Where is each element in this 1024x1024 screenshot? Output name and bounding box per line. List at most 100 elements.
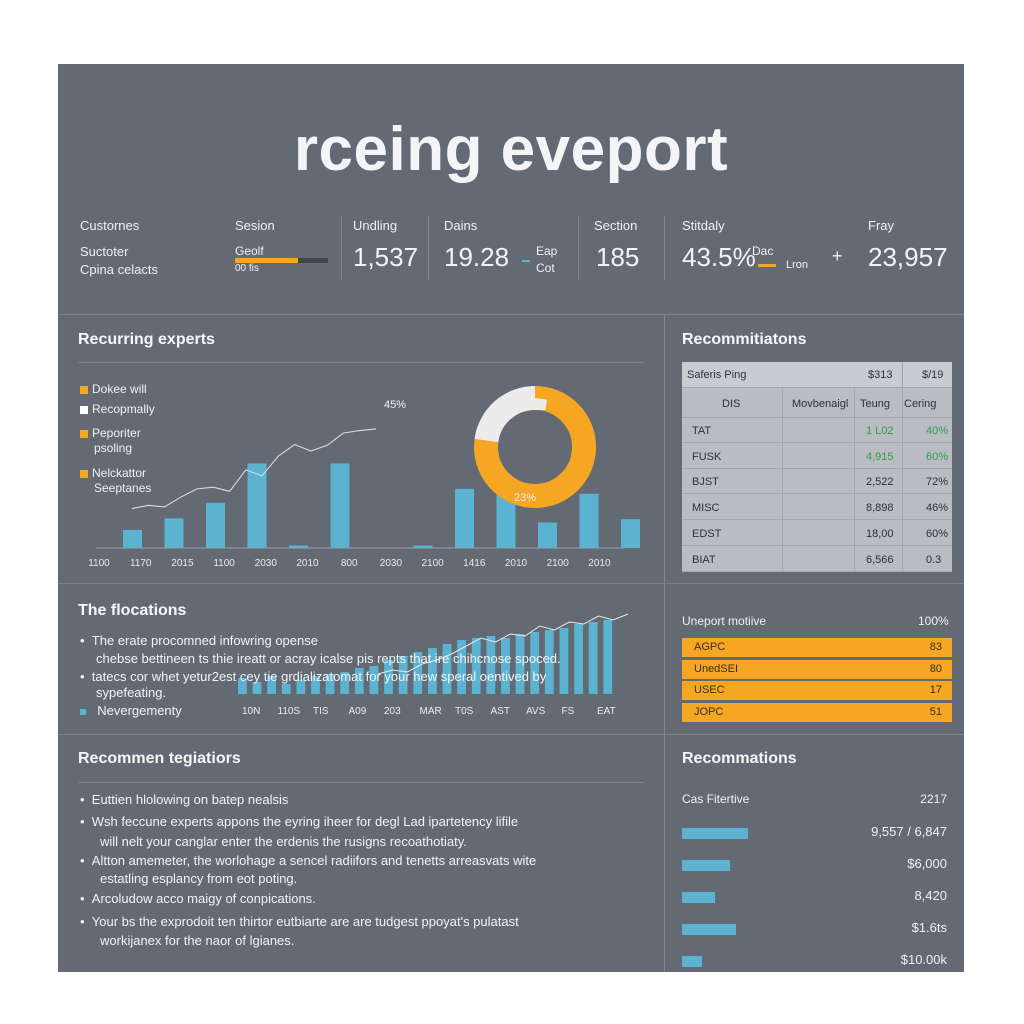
bar (330, 463, 350, 548)
divider (58, 314, 964, 315)
bar (530, 632, 540, 694)
bar (289, 545, 308, 548)
col-header: Cering (904, 398, 937, 410)
divider (341, 216, 342, 280)
bullet-text: Arcoludow acco maigy of conpications. (91, 891, 316, 906)
table-row: EDST 18,00 60% (682, 521, 952, 546)
bar (501, 638, 510, 694)
x-tick-label: TIS (313, 706, 329, 717)
bullet-dot: • (80, 814, 92, 829)
bullet-text: will nelt your canglar enter the erdenis… (100, 834, 467, 849)
x-tick-label: MAR (420, 706, 442, 717)
table-head-v1: $313 (868, 369, 893, 381)
divider (428, 216, 429, 280)
x-tick-label: FS (562, 706, 575, 717)
divider (664, 314, 665, 972)
bar (579, 493, 599, 548)
x-tick-label: 800 (341, 558, 358, 569)
legend-label: Recopmally (92, 402, 155, 416)
legend-label: Nelckattor (92, 466, 147, 480)
legend-swatch (80, 708, 86, 715)
x-tick-label: 1170 (130, 558, 152, 569)
session-progress-fill (235, 258, 299, 263)
row-value: 1 L02 (866, 425, 894, 437)
bar (428, 648, 437, 694)
flocations-bullet-1: • The erate procomned infowring opense (80, 633, 318, 648)
bar (206, 502, 225, 548)
recurring-title: Recurring experts (78, 331, 215, 348)
table-head-name: Saferis Ping (687, 369, 747, 381)
bar (588, 622, 598, 694)
bar (354, 668, 364, 694)
table-row: MISC 8,898 46% (682, 495, 952, 521)
legend-swatch (80, 405, 88, 414)
bar (496, 493, 516, 548)
recommitiatons-table: Saferis Ping $313 $/19 DIS Movbenaigl Te… (682, 362, 952, 572)
customers-sub1: Suctoter (80, 244, 129, 259)
recommations-bar (682, 860, 731, 871)
trend-line (131, 428, 377, 510)
dains-sub1: Eap (536, 244, 558, 258)
bar (538, 522, 557, 548)
row-pct: 60% (926, 450, 949, 463)
recommations-head-label: Cas Fitertive (682, 792, 750, 806)
flocations-chart: 10N 110S TIS A09 203 MAR T0S AST AVS FS EAT (238, 613, 629, 717)
col-header: Movbenaigl (792, 398, 849, 410)
col-divider (902, 362, 903, 572)
legend-item: Dokee will (80, 382, 147, 397)
bar (442, 644, 452, 694)
col-header: Teung (860, 398, 890, 410)
table-row: TAT 1 L02 40% (682, 418, 952, 443)
recommations-value: 9,557 / 6,847 (871, 824, 947, 839)
row-value: 4,915 (866, 450, 894, 463)
customers-label: Custornes (80, 218, 140, 233)
row-name: BJST (692, 476, 719, 489)
dains-sub2: Cot (536, 261, 555, 275)
legend-swatch (80, 385, 88, 394)
x-tick-label: 110S (278, 706, 301, 717)
legend-swatch (80, 469, 88, 478)
row-value: 2,522 (866, 476, 894, 489)
row-name: EDST (692, 527, 722, 540)
stidaly-value: 43.5% (682, 242, 756, 272)
row-value: 8,898 (866, 502, 894, 515)
row-value: 6,566 (866, 553, 894, 566)
support-row: AGPC 83 (682, 638, 952, 657)
x-tick-label: EAT (597, 706, 616, 717)
legend-item: Peporiter psoling (80, 426, 141, 456)
support-name: AGPC (694, 641, 726, 653)
bar (515, 634, 525, 694)
dains-marker (522, 260, 530, 262)
legend-label-cont: Seeptanes (94, 481, 152, 495)
x-tick-label: 1100 (88, 558, 110, 569)
support-value: 83 (929, 641, 942, 653)
bullet-text: Wsh feccune experts appons the eyring ih… (91, 814, 519, 829)
x-tick-label: 1100 (213, 558, 235, 569)
stidaly-label: Stitdaly (682, 218, 725, 233)
recommen-bullet: • Euttien hlolowing on batep nealsis (80, 791, 288, 809)
divider (78, 782, 644, 783)
row-pct: 40% (926, 425, 949, 437)
recommations-bar (682, 828, 748, 839)
x-tick-label: AST (491, 706, 510, 717)
bar (164, 518, 184, 548)
x-tick-label: 10N (242, 706, 260, 717)
legend-item: Recopmally (80, 402, 155, 417)
bar (413, 652, 423, 694)
row-name: BIAT (692, 553, 716, 566)
legend-label: Peporiter (92, 426, 141, 440)
flocations-title: The flocations (78, 602, 187, 619)
legend-label-cont: psoling (94, 441, 133, 455)
bar (247, 463, 267, 548)
customers-sub2: Cpina celacts (80, 262, 159, 277)
table-head-v2: $/19 (922, 369, 944, 381)
trend-line (377, 613, 629, 675)
bar (369, 666, 379, 694)
bullet-dot: • (80, 914, 92, 929)
bar (325, 674, 335, 694)
recommen-bullet: • Arcoludow acco maigy of conpications. (80, 890, 316, 908)
row-pct: 60% (926, 527, 949, 540)
bullet-text: estatling esplancy from eot poting. (100, 871, 298, 886)
recommations-value: $1.6ts (911, 920, 947, 935)
bar (486, 636, 496, 694)
